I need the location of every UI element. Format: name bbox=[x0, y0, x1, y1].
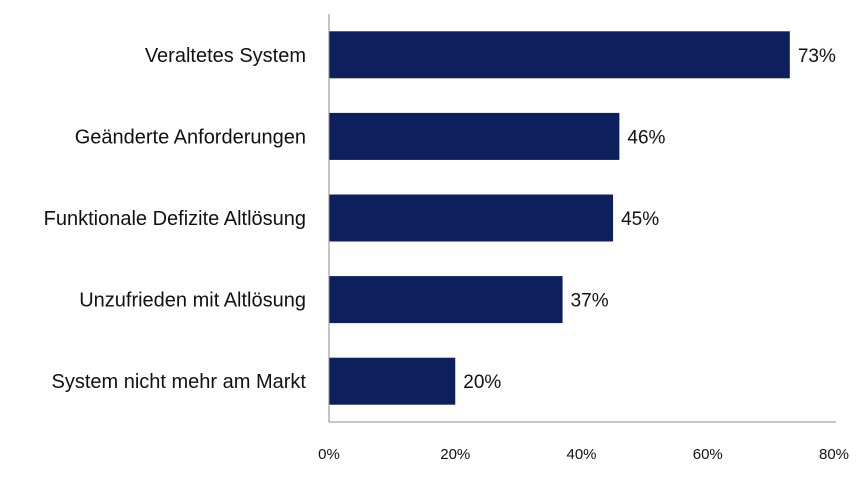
x-axis-ticks-group: 0% 20% 40% 60% 80% bbox=[318, 446, 849, 463]
data-label: 46% bbox=[627, 127, 665, 148]
data-label: 45% bbox=[621, 209, 659, 230]
data-label: 37% bbox=[571, 291, 609, 312]
bar bbox=[329, 112, 620, 160]
category-label: Veraltetes System bbox=[145, 45, 306, 67]
value-labels-group: 73% 46% 45% 37% 20% bbox=[463, 46, 836, 393]
x-tick-label: 80% bbox=[819, 446, 849, 463]
category-label: Geänderte Anforderungen bbox=[75, 126, 306, 148]
x-tick-label: 40% bbox=[566, 446, 596, 463]
category-label: Funktionale Defizite Altlösung bbox=[44, 208, 306, 230]
bar bbox=[329, 276, 563, 324]
bar bbox=[329, 357, 456, 405]
bar bbox=[329, 194, 614, 242]
bars-group bbox=[329, 31, 790, 405]
x-tick-label: 60% bbox=[693, 446, 723, 463]
data-label: 73% bbox=[798, 46, 836, 67]
x-tick-label: 20% bbox=[440, 446, 470, 463]
data-label: 20% bbox=[463, 372, 501, 393]
category-labels-group: Veraltetes System Geänderte Anforderungen… bbox=[44, 45, 307, 393]
x-tick-label: 0% bbox=[318, 446, 340, 463]
category-label: System nicht mehr am Markt bbox=[51, 371, 306, 393]
category-label: Unzufrieden mit Altlösung bbox=[79, 290, 306, 312]
bar bbox=[329, 31, 790, 79]
